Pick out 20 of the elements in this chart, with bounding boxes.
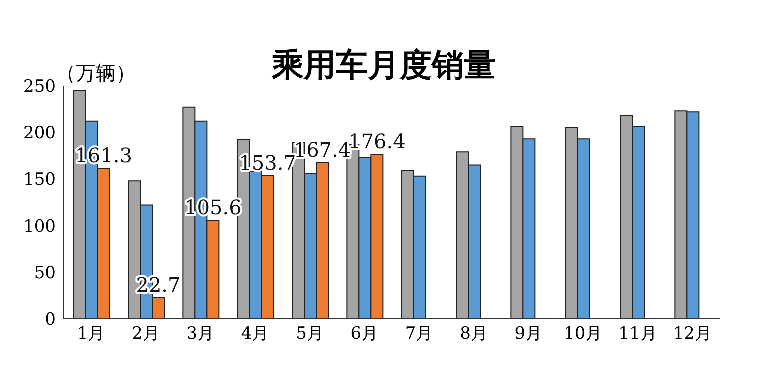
x-tick-label: 5月 <box>296 324 324 344</box>
x-tick-label: 2月 <box>132 324 160 344</box>
x-tick-label: 10月 <box>564 324 603 344</box>
x-tick-label: 1月 <box>77 324 106 344</box>
y-axis-title: （万辆） <box>56 60 136 87</box>
y-tick-label: 0 <box>45 310 56 330</box>
y-tick-label: 200 <box>24 124 56 144</box>
x-tick-label: 12月 <box>673 324 712 344</box>
y-tick-label: 100 <box>24 216 56 237</box>
x-tick-label: 4月 <box>241 324 270 344</box>
x-tick-label: 9月 <box>514 324 543 344</box>
x-tick-label: 6月 <box>350 324 379 344</box>
chart-title: 乘用车月度销量 <box>272 46 496 84</box>
x-tick-label: 11月 <box>618 324 658 344</box>
y-tick-label: 50 <box>34 263 56 284</box>
y-tick-label: 150 <box>24 170 56 190</box>
y-tick-label: 250 <box>24 77 56 98</box>
x-tick-label: 3月 <box>186 324 215 344</box>
x-tick-label: 7月 <box>405 324 434 344</box>
x-tick-label: 8月 <box>460 324 488 344</box>
